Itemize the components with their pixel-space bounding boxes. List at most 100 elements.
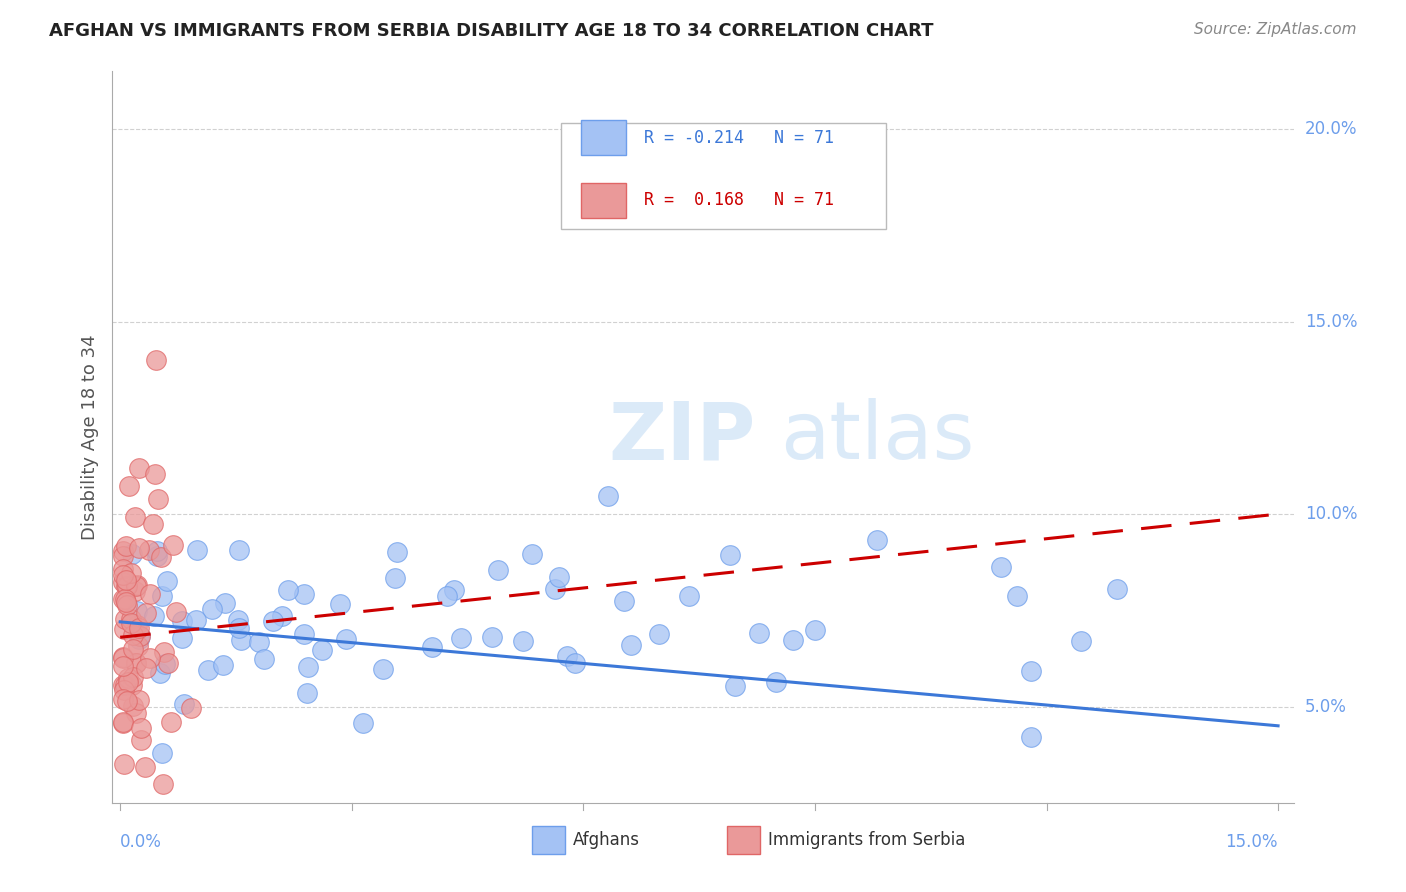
Point <box>114 592 136 607</box>
Point <box>547 570 569 584</box>
Point <box>184 613 207 627</box>
Point <box>112 756 135 771</box>
Point <box>371 662 394 676</box>
Point <box>111 714 134 729</box>
Point <box>114 612 136 626</box>
Point <box>114 539 136 553</box>
Point <box>128 632 150 646</box>
FancyBboxPatch shape <box>561 122 886 228</box>
Text: 0.0%: 0.0% <box>120 833 162 851</box>
Text: Source: ZipAtlas.com: Source: ZipAtlas.com <box>1194 22 1357 37</box>
Point <box>162 538 184 552</box>
Point <box>613 594 636 608</box>
Point <box>117 671 139 685</box>
Bar <box>581 183 626 218</box>
Point <box>111 544 134 558</box>
Point <box>148 492 170 507</box>
Point <box>111 678 134 692</box>
Point <box>152 776 174 790</box>
Point <box>1070 633 1092 648</box>
Point <box>292 587 315 601</box>
Point <box>111 650 134 665</box>
Text: 5.0%: 5.0% <box>1305 698 1347 715</box>
Point <box>170 631 193 645</box>
Point <box>149 549 172 564</box>
Text: 20.0%: 20.0% <box>1305 120 1357 138</box>
Point <box>122 698 145 713</box>
Bar <box>531 826 565 854</box>
Point <box>387 545 409 559</box>
Point <box>620 638 643 652</box>
Point <box>129 721 152 735</box>
Point <box>297 659 319 673</box>
Point <box>118 479 141 493</box>
Point <box>252 652 274 666</box>
Point <box>146 544 169 558</box>
Point <box>180 701 202 715</box>
Point <box>115 694 138 708</box>
Point <box>152 645 174 659</box>
Point <box>231 633 253 648</box>
Point <box>1019 664 1042 678</box>
Point <box>128 621 150 635</box>
Point <box>990 560 1012 574</box>
Text: atlas: atlas <box>780 398 974 476</box>
Point <box>1019 731 1042 745</box>
Text: AFGHAN VS IMMIGRANTS FROM SERBIA DISABILITY AGE 18 TO 34 CORRELATION CHART: AFGHAN VS IMMIGRANTS FROM SERBIA DISABIL… <box>49 22 934 40</box>
Point <box>125 657 148 671</box>
Point <box>170 614 193 628</box>
Bar <box>581 120 626 155</box>
Point <box>121 548 143 562</box>
Point <box>125 577 148 591</box>
Point <box>128 693 150 707</box>
Point <box>129 630 152 644</box>
Point <box>120 612 142 626</box>
Point <box>150 746 173 760</box>
Point <box>111 658 134 673</box>
Point <box>156 574 179 588</box>
Point <box>143 467 166 482</box>
Point <box>718 549 741 563</box>
Text: ZIP: ZIP <box>609 398 756 476</box>
Point <box>512 634 534 648</box>
Point <box>228 621 250 635</box>
Point <box>596 490 619 504</box>
Point <box>544 582 567 597</box>
Point <box>111 568 134 582</box>
Point <box>111 715 134 730</box>
Point <box>420 640 443 654</box>
Point <box>214 596 236 610</box>
Point <box>1005 589 1028 603</box>
Point <box>197 663 219 677</box>
Point <box>128 541 150 556</box>
Point <box>117 599 139 613</box>
Text: 15.0%: 15.0% <box>1226 833 1278 851</box>
Text: R =  0.168   N = 71: R = 0.168 N = 71 <box>644 191 834 209</box>
Text: R = -0.214   N = 71: R = -0.214 N = 71 <box>644 129 834 147</box>
Point <box>139 651 162 665</box>
Point <box>146 549 169 563</box>
Point <box>122 641 145 656</box>
Point <box>443 582 465 597</box>
Point <box>271 608 294 623</box>
Point <box>111 592 134 607</box>
Point <box>134 760 156 774</box>
Text: Afghans: Afghans <box>574 831 640 849</box>
Point <box>122 670 145 684</box>
Point <box>262 614 284 628</box>
Point <box>127 639 149 653</box>
Point <box>311 642 333 657</box>
Point <box>481 630 503 644</box>
Point <box>128 461 150 475</box>
Point <box>865 533 887 548</box>
Point <box>112 651 135 665</box>
Point <box>125 618 148 632</box>
Point <box>120 566 142 580</box>
Point <box>145 353 167 368</box>
Point <box>150 589 173 603</box>
Text: 10.0%: 10.0% <box>1305 505 1357 523</box>
Point <box>142 608 165 623</box>
Point <box>138 542 160 557</box>
Point <box>165 605 187 619</box>
Point <box>724 679 747 693</box>
